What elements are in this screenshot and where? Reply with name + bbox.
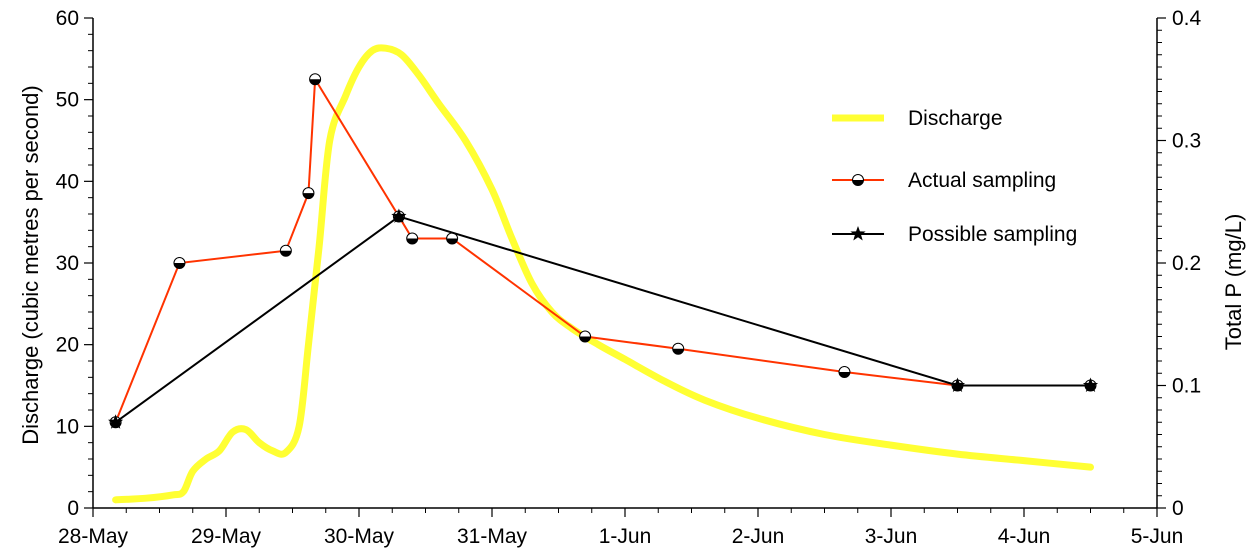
y-right-tick-label: 0.3 bbox=[1172, 130, 1201, 153]
possible-sampling-series bbox=[108, 208, 1099, 429]
possible-sampling-point bbox=[108, 414, 124, 429]
legend-discharge-label: Discharge bbox=[908, 107, 1003, 130]
legend-possible-label: Possible sampling bbox=[908, 223, 1077, 246]
x-tick-label: 4-Jun bbox=[998, 525, 1051, 548]
actual-sampling-point-half bbox=[406, 238, 418, 244]
y-left-tick-label: 60 bbox=[56, 7, 79, 30]
axes: 28-May 29-May 30-May 31-May 1-Jun 2-Jun 3-Jun 4… bbox=[56, 7, 1202, 548]
y-axis-right-title: Total P (mg/L) bbox=[1221, 214, 1246, 351]
legend: Discharge Actual sampling Possible samplin… bbox=[832, 107, 1077, 246]
x-tick-label: 29-May bbox=[191, 525, 262, 548]
actual-sampling-point-half bbox=[838, 372, 850, 378]
y-left-tick-label: 0 bbox=[67, 497, 79, 520]
actual-sampling-point-half bbox=[302, 193, 314, 199]
y-right-tick-label: 0.1 bbox=[1172, 375, 1201, 398]
x-tick-label: 1-Jun bbox=[599, 525, 652, 548]
actual-sampling-point-half bbox=[280, 250, 292, 257]
y-left-tick-label: 40 bbox=[56, 170, 79, 193]
possible-sampling-point bbox=[1082, 377, 1099, 392]
x-tick-label: 3-Jun bbox=[865, 525, 918, 548]
x-tick-label: 2-Jun bbox=[732, 525, 785, 548]
y-left-tick-label: 30 bbox=[56, 252, 79, 275]
y-axis-left-title: Discharge (cubic metres per second) bbox=[18, 85, 43, 444]
possible-sampling-point bbox=[391, 208, 407, 223]
actual-sampling-line bbox=[114, 76, 1091, 423]
y-right-tick-label: 0 bbox=[1172, 497, 1184, 520]
actual-sampling-point-half bbox=[309, 79, 321, 85]
discharge-line bbox=[112, 44, 1094, 504]
possible-sampling-point bbox=[949, 377, 966, 392]
actual-sampling-point-half bbox=[173, 263, 185, 269]
y-left-tick-label: 20 bbox=[56, 334, 79, 357]
x-tick-label: 5-Jun bbox=[1131, 525, 1184, 548]
possible-sampling-line bbox=[115, 215, 1091, 424]
actual-sampling-point-half bbox=[672, 348, 684, 355]
x-tick-label: 31-May bbox=[457, 525, 528, 548]
discharge-series bbox=[112, 44, 1094, 504]
y-left-tick-label: 50 bbox=[56, 89, 79, 112]
x-tick-label: 28-May bbox=[58, 525, 129, 548]
actual-sampling-point-half bbox=[446, 238, 458, 244]
y-right-tick-label: 0.4 bbox=[1172, 7, 1202, 30]
legend-actual-label: Actual sampling bbox=[908, 169, 1056, 192]
legend-possible-marker bbox=[850, 226, 866, 241]
x-tick-label: 30-May bbox=[324, 525, 395, 548]
legend-actual-marker-half bbox=[852, 180, 864, 186]
y-right-tick-label: 0.2 bbox=[1172, 252, 1201, 275]
actual-sampling-point-half bbox=[579, 336, 591, 342]
y-left-tick-label: 10 bbox=[56, 415, 79, 438]
